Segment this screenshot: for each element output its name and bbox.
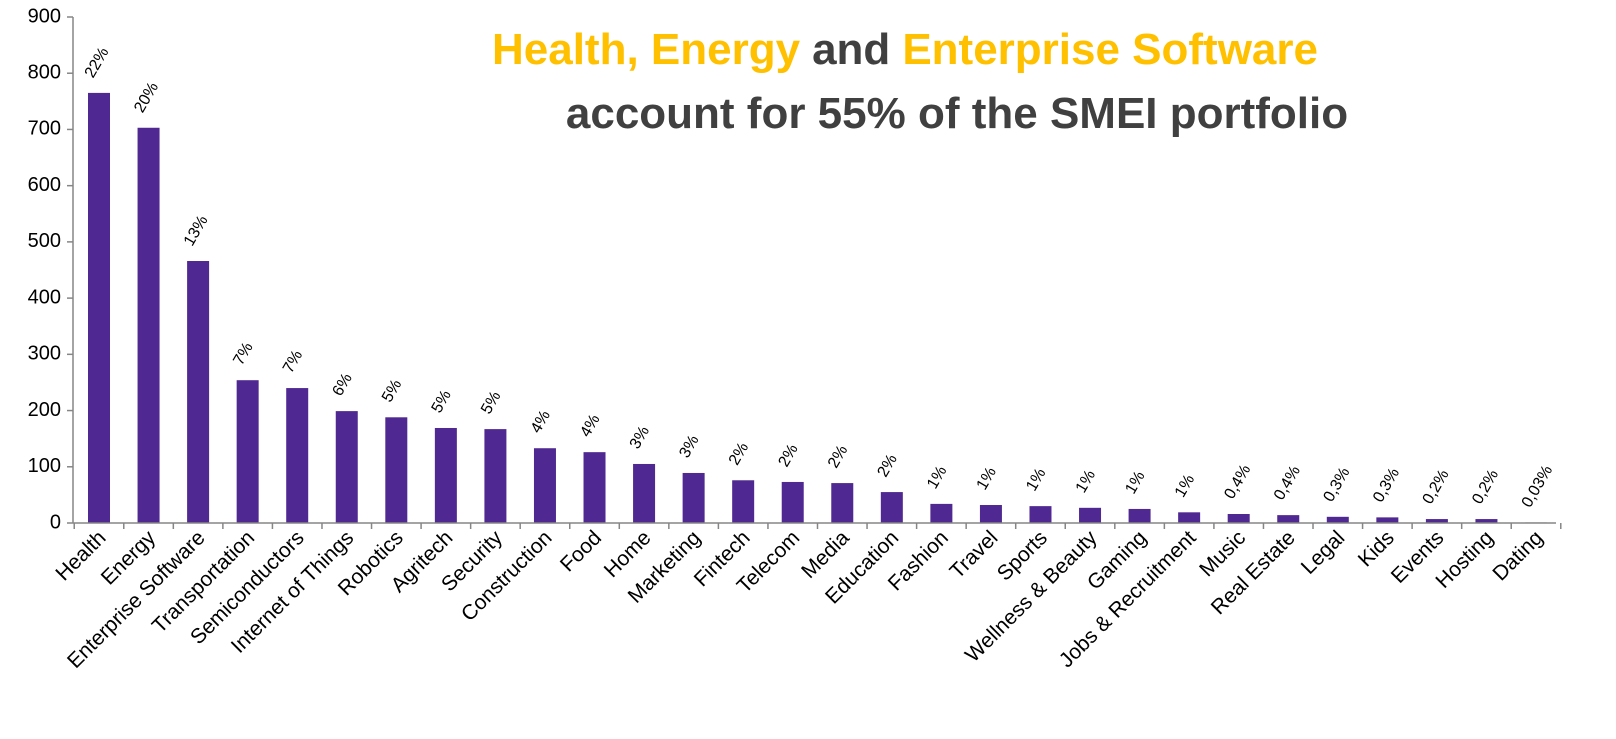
share-label: 1% xyxy=(1172,472,1198,501)
share-label: 22% xyxy=(82,45,113,81)
share-label: 4% xyxy=(577,412,603,441)
share-label: 0,4% xyxy=(1221,462,1254,502)
y-tick-label: 300 xyxy=(28,343,61,365)
share-label: 20% xyxy=(131,80,162,116)
bar xyxy=(385,417,408,523)
bar xyxy=(1029,506,1052,523)
y-tick-label: 200 xyxy=(28,399,61,421)
title-part: Enterprise Software xyxy=(902,25,1318,74)
share-label: 4% xyxy=(528,408,554,437)
share-label: 1% xyxy=(924,463,950,492)
share-label: 7% xyxy=(280,348,306,377)
share-label: 0,3% xyxy=(1370,465,1403,505)
share-label: 2% xyxy=(875,452,901,481)
bar xyxy=(286,388,309,523)
chart-title: Health, Energy and Enterprise Software xyxy=(492,25,1318,74)
share-label: 0,3% xyxy=(1321,465,1354,505)
bar xyxy=(1475,519,1498,523)
share-label: 1% xyxy=(974,464,1000,493)
share-label: 0,4% xyxy=(1271,463,1304,503)
y-tick-label: 800 xyxy=(28,62,61,84)
share-label: 1% xyxy=(1122,468,1148,497)
bar xyxy=(633,463,656,523)
bar xyxy=(187,261,210,523)
bar xyxy=(1376,517,1399,523)
share-label: 0,2% xyxy=(1469,467,1502,507)
bar xyxy=(137,127,160,523)
y-tick-label: 700 xyxy=(28,118,61,140)
bar xyxy=(1326,516,1349,523)
bar xyxy=(533,448,556,523)
bar xyxy=(484,429,507,523)
share-label: 3% xyxy=(627,423,653,452)
share-label: 2% xyxy=(726,440,752,469)
x-tick-label: Kids xyxy=(1354,526,1399,571)
bar xyxy=(1079,507,1102,523)
bar xyxy=(979,505,1002,523)
bar xyxy=(831,483,854,523)
y-tick-label: 900 xyxy=(28,5,61,27)
share-label: 5% xyxy=(478,389,504,418)
share-label: 5% xyxy=(429,387,455,416)
y-tick-label: 400 xyxy=(28,286,61,308)
share-label: 1% xyxy=(1073,467,1099,496)
x-tick-label: Food xyxy=(556,526,606,576)
x-tick-label: Dating xyxy=(1488,526,1547,585)
bar xyxy=(682,472,705,523)
x-tick-label: Travel xyxy=(945,526,1002,583)
bar xyxy=(236,380,259,523)
share-label: 0,03% xyxy=(1519,463,1556,511)
share-label: 3% xyxy=(676,432,702,461)
bar xyxy=(1128,508,1151,523)
y-tick-label: 100 xyxy=(28,455,61,477)
y-tick-label: 0 xyxy=(50,511,61,533)
share-label: 13% xyxy=(181,213,212,249)
title-part: Health, Energy xyxy=(492,25,801,74)
bar xyxy=(1178,512,1201,523)
share-label: 2% xyxy=(825,443,851,472)
bar xyxy=(434,427,457,523)
y-tick-label: 600 xyxy=(28,174,61,196)
chart-subtitle: account for 55% of the SMEI portfolio xyxy=(566,89,1348,138)
bar xyxy=(781,481,804,523)
bar xyxy=(1277,515,1300,523)
y-tick-label: 500 xyxy=(28,230,61,252)
bar xyxy=(583,452,606,523)
bar xyxy=(335,411,358,523)
title-part: and xyxy=(812,25,890,74)
share-label: 7% xyxy=(230,340,256,369)
bar xyxy=(930,503,953,523)
bar xyxy=(732,480,755,523)
bar xyxy=(88,92,110,524)
share-label: 2% xyxy=(775,441,801,470)
share-label: 1% xyxy=(1023,466,1049,495)
share-label: 0,2% xyxy=(1420,467,1453,507)
x-tick-label: Legal xyxy=(1297,526,1350,579)
bar xyxy=(1425,519,1448,523)
bar xyxy=(880,492,903,523)
share-label: 6% xyxy=(330,371,356,400)
share-label: 5% xyxy=(379,377,405,406)
bar xyxy=(1227,514,1250,523)
